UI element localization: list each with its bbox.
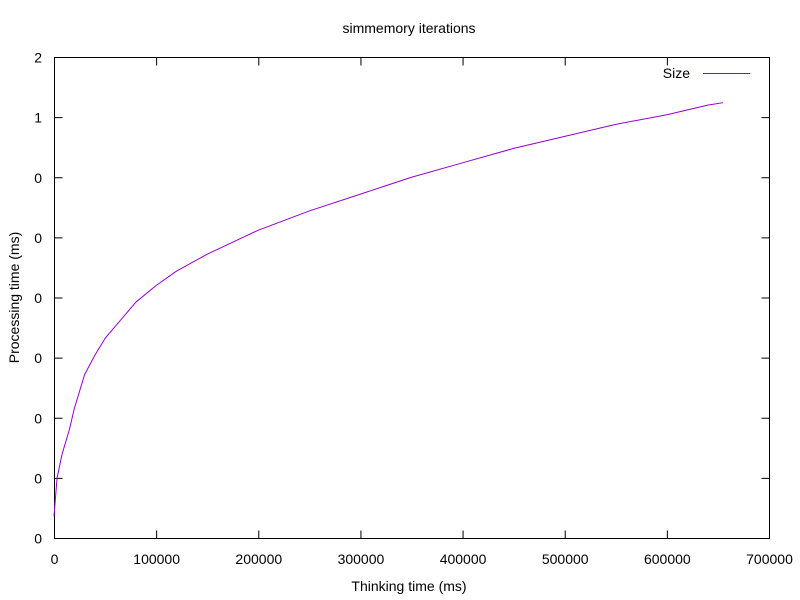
x-axis-label: Thinking time (ms) bbox=[351, 578, 466, 594]
y-tick-label: 0 bbox=[34, 170, 42, 186]
x-tick-label: 300000 bbox=[338, 551, 385, 567]
x-tick-label: 500000 bbox=[542, 551, 589, 567]
y-tick-label: 0 bbox=[34, 290, 42, 306]
x-tick-label: 200000 bbox=[235, 551, 282, 567]
axis-ticks: 0 100000 200000 300000 400000 500000 600000 700… bbox=[34, 50, 793, 568]
legend-label-size: Size bbox=[663, 65, 690, 81]
y-tick-label: 2 bbox=[34, 50, 42, 66]
x-tick-label: 400000 bbox=[440, 551, 487, 567]
x-tick-label: 0 bbox=[51, 551, 59, 567]
legend: Size bbox=[663, 65, 750, 81]
x-tick-label: 700000 bbox=[746, 551, 793, 567]
y-tick-label: 0 bbox=[34, 410, 42, 426]
series-layer bbox=[53, 102, 724, 517]
y-tick-label: 0 bbox=[34, 230, 42, 246]
y-tick-label: 1 bbox=[34, 110, 42, 126]
y-tick-label: 0 bbox=[34, 531, 42, 547]
y-axis-label: Processing time (ms) bbox=[6, 232, 22, 363]
chart-title: simmemory iterations bbox=[342, 20, 475, 36]
y-tick-label: 0 bbox=[34, 350, 42, 366]
y-tick-label: 0 bbox=[34, 470, 42, 486]
plot-frame bbox=[54, 57, 770, 539]
series-line-size bbox=[53, 102, 724, 517]
x-tick-label: 600000 bbox=[644, 551, 691, 567]
x-tick-label: 100000 bbox=[133, 551, 180, 567]
